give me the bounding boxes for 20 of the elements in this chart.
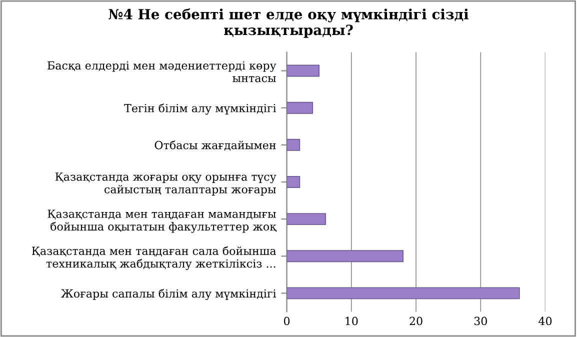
y-tick-label: Жоғары сапалы білім алу мүмкіндігі: [61, 288, 276, 300]
bar: [286, 250, 404, 262]
x-tick-label: 30: [474, 316, 487, 326]
y-tick-label: Басқа елдерді мен мәдениеттерді көру ынтасы: [48, 61, 276, 82]
y-tick-label: Отбасы жағдайымен: [154, 140, 276, 151]
y-tick-label: Қазақстанда мен таңдаған сала бойынша техникалық жабдықталу жеткіліксіз ...: [32, 246, 276, 270]
y-tick-label: Тегін білім алу мүмкіндігі: [124, 104, 276, 115]
bar: [286, 213, 326, 226]
x-tick-label: 0: [284, 316, 290, 326]
y-tick-label: Қазақстанда мен таңдаған мамандығы бойынша оқытатын факультеттер жоқ: [48, 210, 276, 233]
x-tick-label: 40: [538, 316, 552, 326]
x-tick-label: 20: [410, 316, 422, 326]
x-tick-label: 10: [346, 316, 358, 326]
bar: [286, 287, 520, 300]
chart-title: №4 Не себепті шет елде оқу мүмкіндігі сізді қызықтырады?: [108, 8, 469, 38]
bar: [286, 64, 320, 77]
bar: [286, 102, 314, 114]
y-tick-label: Қазақстанда жоғары оқу орынға түсу сайыстың талаптары жоғары: [55, 172, 276, 196]
bar: [286, 138, 300, 151]
bar: [286, 176, 300, 188]
